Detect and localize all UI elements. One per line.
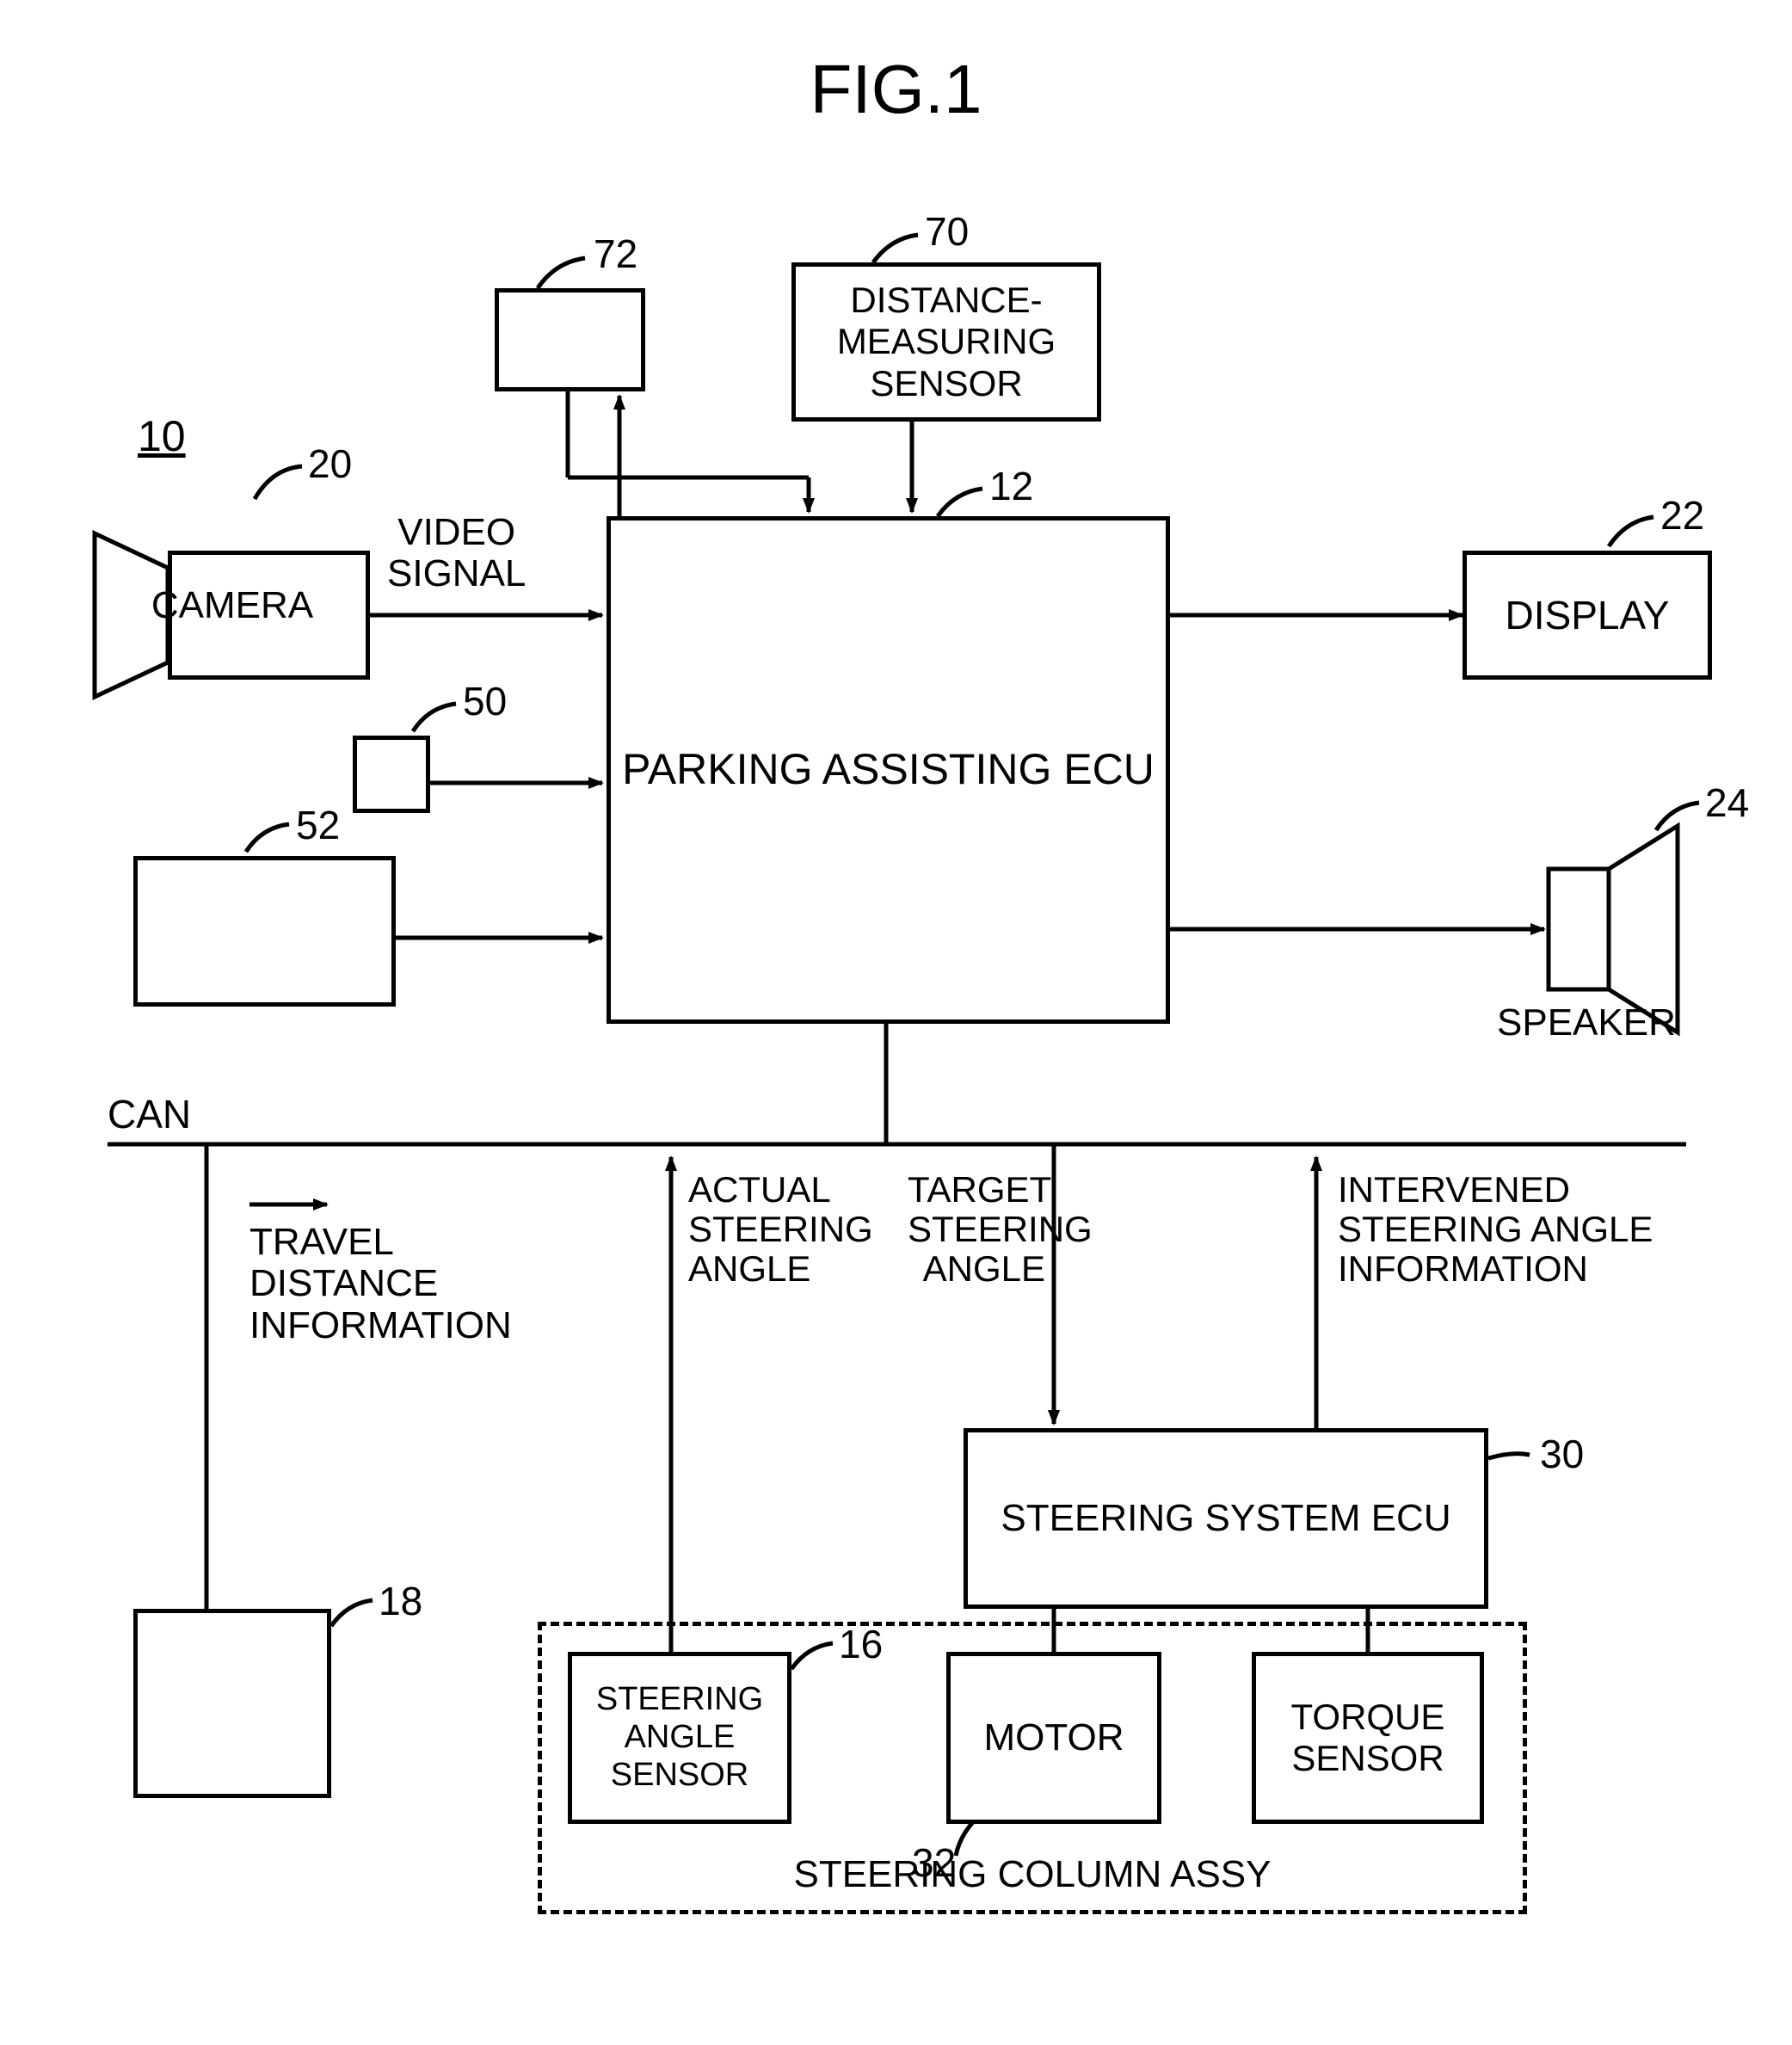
actual-steering-label: ACTUAL STEERING ANGLE bbox=[688, 1170, 873, 1290]
ref-22: 22 bbox=[1660, 494, 1704, 538]
ref-24: 24 bbox=[1705, 781, 1749, 825]
box-52 bbox=[133, 856, 396, 1007]
ref-72: 72 bbox=[594, 232, 637, 276]
ref-16: 16 bbox=[839, 1623, 883, 1666]
intervened-label: INTERVENED STEERING ANGLE INFORMATION bbox=[1338, 1170, 1653, 1290]
system-ref: 10 bbox=[138, 413, 186, 460]
box-50 bbox=[353, 736, 430, 813]
travel-distance-label: TRAVEL DISTANCE INFORMATION bbox=[249, 1222, 512, 1346]
distance-sensor-block: DISTANCE- MEASURING SENSOR bbox=[791, 262, 1101, 422]
ref-30: 30 bbox=[1540, 1432, 1584, 1476]
ref-52: 52 bbox=[296, 804, 340, 847]
steering-column-label: STEERING COLUMN ASSY bbox=[538, 1854, 1527, 1895]
ref-20: 20 bbox=[308, 442, 352, 486]
ref-50: 50 bbox=[463, 680, 507, 724]
speaker-label: SPEAKER bbox=[1497, 1002, 1676, 1044]
target-steering-label: TARGET STEERING ANGLE bbox=[908, 1170, 1045, 1290]
ref-32: 32 bbox=[912, 1841, 956, 1885]
box-18 bbox=[133, 1609, 331, 1798]
ref-70: 70 bbox=[925, 210, 969, 254]
figure-title: FIG.1 bbox=[0, 52, 1792, 127]
steering-system-ecu-block: STEERING SYSTEM ECU bbox=[964, 1428, 1488, 1609]
parking-ecu-block: PARKING ASSISTING ECU bbox=[607, 516, 1170, 1024]
ref-18: 18 bbox=[379, 1580, 422, 1623]
camera-label: CAMERA bbox=[90, 585, 374, 626]
diagram-canvas: FIG.1 10 bbox=[0, 0, 1792, 2045]
display-block: DISPLAY bbox=[1463, 551, 1712, 680]
box-72 bbox=[495, 288, 645, 391]
can-label: CAN bbox=[108, 1093, 191, 1136]
video-signal-label: VIDEO SIGNAL bbox=[387, 512, 526, 595]
ref-12: 12 bbox=[989, 465, 1033, 508]
